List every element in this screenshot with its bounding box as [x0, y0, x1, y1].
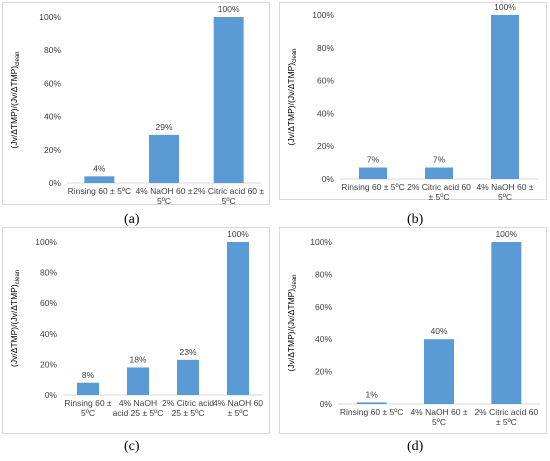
y-tick-label: 80%	[317, 43, 334, 53]
bar	[424, 339, 454, 404]
bar	[491, 242, 522, 404]
category-label: 4% NaOH	[119, 398, 157, 408]
bar	[356, 402, 387, 404]
bar	[227, 242, 249, 395]
category-label: ± 5ºC	[228, 408, 249, 418]
data-label: 100%	[227, 229, 249, 239]
category-label: 5ºC	[432, 417, 446, 427]
y-axis-label: (Jv/ΔTMP)/(Jv/ΔTMP)clean	[9, 52, 21, 149]
bar	[177, 359, 199, 395]
category-label: Rinsing 60 ± 5ºC	[341, 182, 405, 192]
panel-label-a: (a)	[124, 212, 140, 227]
chart-panel-d: 0% 20% 40% 60% 80% 100% (Jv/ΔTMP)/(Jv/ΔTMP)cle…	[279, 227, 547, 434]
data-label: 23%	[179, 347, 196, 357]
y-tick-label: 0%	[320, 399, 333, 409]
chart-panel-c: 0% 20% 40% 60% 80% 100% (Jv/ΔTMP)/(Jv/ΔTMP)cle…	[2, 227, 270, 434]
y-tick-label: 20%	[40, 359, 57, 369]
y-tick-label: 80%	[315, 269, 332, 279]
category-label: acid 25 ± 5ºC	[113, 408, 164, 418]
y-tick-label: 40%	[317, 108, 334, 118]
category-label: 2% Citric acid	[162, 398, 214, 408]
y-tick-label: 40%	[315, 334, 332, 344]
y-tick-label: 20%	[317, 141, 334, 151]
data-label: 4%	[93, 163, 106, 173]
y-axis-label: (Jv/ΔTMP)/(Jv/ΔTMP)clean	[286, 49, 298, 146]
data-label: 7%	[433, 155, 446, 165]
data-label: 8%	[82, 370, 95, 380]
category-label: 2% Citric acid 60	[474, 407, 538, 417]
data-label: 100%	[218, 4, 240, 14]
category-label: ± 5ºC	[496, 417, 517, 427]
y-tick-label: 60%	[315, 302, 332, 312]
category-label: 5ºC	[157, 196, 171, 206]
bar	[127, 367, 149, 395]
y-tick-label: 0%	[49, 178, 62, 188]
category-label: 5ºC	[222, 196, 236, 206]
y-tick-label: 20%	[44, 145, 61, 155]
data-label: 7%	[367, 155, 380, 165]
y-tick-label: 100%	[310, 237, 332, 247]
category-label: 2% Citric acid 60 ±	[193, 186, 264, 196]
bar	[425, 167, 453, 179]
data-label: 100%	[494, 2, 516, 12]
category-label: 5ºC	[498, 192, 512, 202]
bar	[213, 17, 244, 183]
category-label: Rinsing 60 ± 5ºC	[68, 186, 132, 196]
category-label: 4% NaOH 60 ±	[410, 407, 467, 417]
y-tick-label: 80%	[44, 45, 61, 55]
data-label: 29%	[155, 122, 172, 132]
bar	[149, 134, 179, 183]
category-label: 4% NaOH 60 ±	[135, 186, 192, 196]
bar-chart-d: 0% 20% 40% 60% 80% 100% (Jv/ΔTMP)/(Jv/ΔTMP)cle…	[286, 229, 540, 427]
bar	[77, 382, 99, 395]
y-tick-label: 40%	[40, 329, 57, 339]
y-tick-label: 100%	[35, 237, 57, 247]
bar-chart-c: 0% 20% 40% 60% 80% 100% (Jv/ΔTMP)/(Jv/ΔTMP)cle…	[9, 229, 263, 418]
bar	[359, 167, 387, 179]
bar-chart-b: 0% 20% 40% 60% 80% 100% (Jv/ΔTMP)/(Jv/ΔTMP)cle…	[286, 2, 538, 202]
category-label: 4% NaOH 60	[213, 398, 263, 408]
category-label: 4% NaOH 60 ±	[476, 182, 533, 192]
y-tick-label: 80%	[40, 268, 57, 278]
category-label: 25 ± 5ºC	[172, 408, 205, 418]
category-label: 5ºC	[81, 408, 95, 418]
y-tick-label: 40%	[44, 112, 61, 122]
category-label: Rinsing 60 ±	[64, 398, 112, 408]
y-tick-label: 100%	[312, 10, 334, 20]
bar	[84, 176, 115, 183]
category-label: Rinsing 60 ± 5ºC	[340, 407, 404, 417]
data-label: 100%	[495, 229, 517, 239]
bar-chart-a: 0% 20% 40% 60% 80% 100% (Jv/ΔTMP)/(Jv/ΔTMP)cle…	[9, 4, 264, 206]
data-label: 18%	[129, 354, 146, 364]
category-label: ± 5ºC	[429, 192, 450, 202]
bar	[491, 15, 519, 179]
category-label: 2% Citric acid 60	[407, 182, 471, 192]
y-tick-label: 0%	[45, 390, 58, 400]
panel-label-c: (c)	[124, 439, 140, 454]
y-tick-label: 100%	[39, 12, 61, 22]
data-label: 40%	[430, 326, 447, 336]
chart-panel-b: 0% 20% 40% 60% 80% 100% (Jv/ΔTMP)/(Jv/ΔTMP)cle…	[279, 2, 547, 202]
y-tick-label: 20%	[315, 367, 332, 377]
panel-label-b: (b)	[407, 212, 424, 227]
y-tick-label: 0%	[322, 174, 335, 184]
y-tick-label: 60%	[317, 76, 334, 86]
y-axis-label: (Jv/ΔTMP)/(Jv/ΔTMP)clean	[9, 270, 21, 367]
y-axis-label: (Jv/ΔTMP)/(Jv/ΔTMP)clean	[286, 275, 298, 372]
data-label: 1%	[366, 389, 379, 399]
y-tick-label: 60%	[44, 78, 61, 88]
y-tick-label: 60%	[40, 298, 57, 308]
chart-panel-a: 0% 20% 40% 60% 80% 100% (Jv/ΔTMP)/(Jv/ΔTMP)cle…	[2, 2, 270, 206]
panel-label-d: (d)	[407, 439, 424, 454]
